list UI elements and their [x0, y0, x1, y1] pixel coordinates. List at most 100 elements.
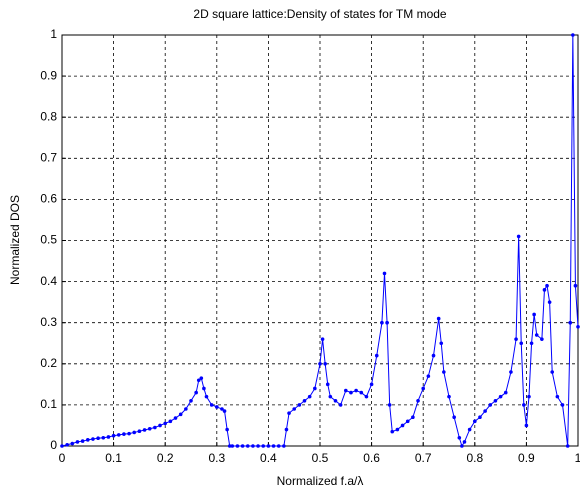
data-point	[209, 403, 214, 407]
data-point	[514, 337, 518, 341]
y-tick-label: 0.8	[40, 109, 57, 123]
data-point	[380, 320, 384, 325]
data-point	[426, 374, 431, 378]
y-tick-label: 0.7	[40, 150, 57, 164]
data-point	[516, 234, 521, 239]
data-point	[565, 444, 570, 448]
data-point	[122, 432, 126, 436]
data-point	[163, 421, 167, 426]
data-point	[452, 415, 456, 420]
data-point	[101, 435, 106, 440]
data-point	[227, 444, 232, 448]
data-point	[202, 386, 206, 391]
data-point	[282, 444, 286, 448]
data-point	[529, 341, 534, 346]
data-point	[215, 405, 219, 409]
data-point	[153, 425, 157, 430]
data-point	[292, 407, 297, 411]
data-point	[142, 428, 147, 432]
data-point	[65, 442, 69, 447]
data-point	[302, 398, 307, 403]
data-point	[313, 386, 317, 391]
data-point	[75, 440, 80, 444]
data-point	[473, 419, 477, 424]
data-point	[251, 444, 255, 448]
data-point	[132, 430, 137, 435]
data-point	[225, 427, 229, 432]
data-point	[522, 403, 526, 407]
data-point	[338, 403, 343, 407]
data-point	[349, 390, 353, 395]
data-point	[91, 437, 95, 441]
data-point	[261, 444, 266, 448]
data-point	[421, 386, 426, 391]
data-point	[571, 33, 575, 37]
data-point	[447, 394, 451, 399]
chart-title: 2D square lattice:Density of states for …	[193, 7, 447, 21]
data-point	[460, 444, 464, 448]
data-point	[70, 441, 75, 446]
y-tick-label: 1	[50, 27, 57, 41]
data-point	[178, 412, 183, 417]
y-tick-label: 0.2	[40, 356, 57, 370]
data-point	[189, 398, 193, 403]
data-point	[374, 353, 379, 358]
data-point	[519, 341, 524, 346]
data-point	[204, 394, 209, 399]
data-point	[86, 438, 90, 442]
data-point	[96, 436, 100, 440]
data-point	[532, 312, 536, 317]
data-point	[137, 429, 142, 434]
data-point	[385, 320, 389, 325]
data-point	[550, 370, 554, 374]
data-point	[307, 394, 312, 399]
data-point	[488, 403, 493, 407]
data-point	[576, 325, 580, 329]
y-tick-label: 0.1	[40, 397, 57, 411]
data-point	[323, 362, 327, 366]
x-tick-label: 0.9	[518, 451, 535, 465]
data-point	[318, 362, 322, 366]
x-tick-label: 0.8	[466, 451, 483, 465]
data-point	[436, 316, 441, 321]
y-tick-label: 0.3	[40, 315, 57, 329]
data-point	[411, 415, 415, 420]
data-point	[390, 429, 395, 434]
data-point	[547, 300, 552, 304]
data-point	[400, 423, 405, 428]
data-point	[184, 407, 188, 411]
data-point	[222, 409, 227, 413]
data-point	[503, 390, 508, 395]
x-tick-label: 0.7	[415, 451, 432, 465]
data-point	[256, 444, 260, 448]
y-tick-label: 0.9	[40, 68, 57, 82]
data-point	[266, 444, 271, 448]
y-axis-label: Normalized DOS	[8, 195, 22, 285]
data-point	[555, 394, 560, 399]
x-tick-label: 1	[575, 451, 580, 465]
x-tick-label: 0	[59, 451, 66, 465]
data-point	[320, 337, 325, 341]
data-point	[328, 394, 333, 399]
data-point	[240, 444, 245, 448]
data-point	[560, 403, 565, 407]
data-point	[359, 390, 364, 395]
data-point	[524, 423, 529, 428]
y-tick-label: 0.5	[40, 233, 57, 247]
data-point	[457, 435, 462, 440]
data-point	[369, 382, 374, 387]
data-point	[568, 320, 573, 325]
data-point	[498, 394, 503, 399]
plot-frame	[61, 34, 579, 447]
data-point	[462, 440, 467, 444]
data-point	[111, 433, 116, 438]
data-point	[395, 427, 400, 432]
data-point	[168, 419, 173, 424]
data-point	[344, 388, 348, 393]
x-tick-label: 0.3	[208, 451, 225, 465]
data-point	[545, 283, 549, 288]
data-point	[230, 444, 235, 448]
x-tick-label: 0.1	[105, 451, 122, 465]
data-point	[527, 394, 531, 399]
